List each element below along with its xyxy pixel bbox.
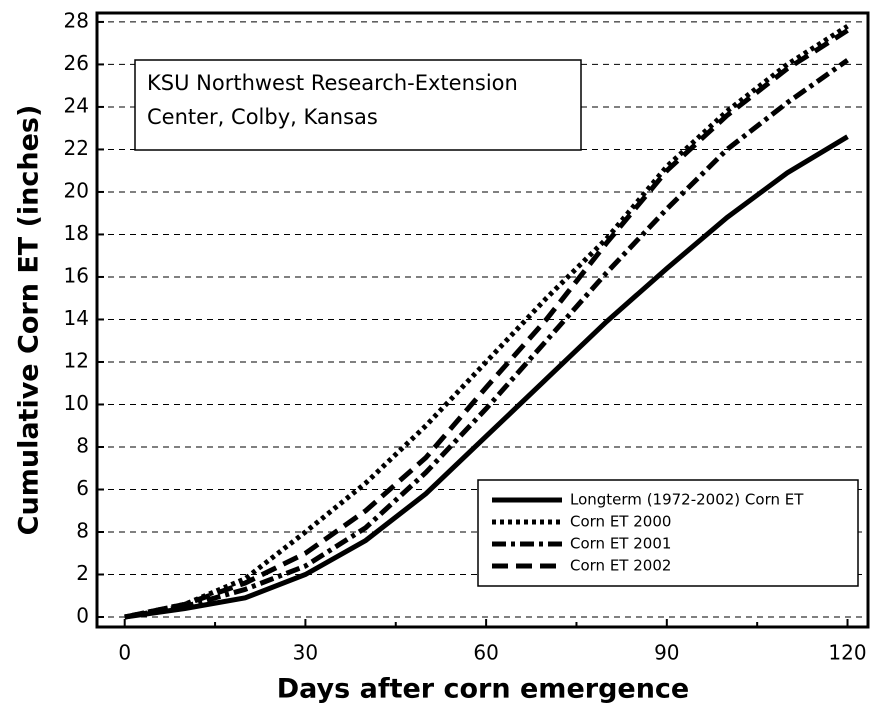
y-tick-label: 8: [76, 433, 89, 457]
legend-label: Corn ET 2000: [570, 513, 671, 531]
y-tick-label: 28: [64, 8, 89, 32]
y-tick-label: 2: [76, 561, 89, 585]
annotation-box: [134, 59, 582, 151]
plot-frame: [95, 11, 870, 629]
annotation-text: Center, Colby, Kansas: [147, 105, 378, 129]
legend: Longterm (1972-2002) Corn ET Corn ET 2000…: [477, 479, 859, 587]
series-line: [124, 58, 849, 620]
y-tick-label: 0: [76, 604, 89, 628]
y-tick-label: 16: [64, 263, 89, 287]
x-tick-label: 120: [828, 641, 866, 665]
y-axis-title: Cumulative Corn ET (inches): [14, 105, 45, 536]
y-tick-label: 22: [64, 136, 89, 160]
x-tick-label: 90: [654, 641, 679, 665]
series-line: [124, 134, 849, 620]
y-tick-label: 14: [64, 306, 89, 330]
x-tick-label: 0: [118, 641, 131, 665]
annotation: KSU Northwest Research-Extension Center, …: [134, 59, 582, 151]
y-tick-label: 12: [64, 348, 89, 372]
legend-label: Corn ET 2002: [570, 557, 671, 575]
x-axis-title: Days after corn emergence: [277, 674, 690, 705]
y-tick-label: 20: [64, 178, 89, 202]
y-tick-label: 6: [76, 476, 89, 500]
y-tick-label: 18: [64, 221, 89, 245]
legend-label: Longterm (1972-2002) Corn ET: [570, 491, 804, 509]
legend-label: Corn ET 2001: [570, 535, 671, 553]
x-tick-label: 30: [293, 641, 318, 665]
series-line: [124, 28, 849, 620]
y-tick-label: 26: [64, 51, 89, 75]
annotation-text: KSU Northwest Research-Extension: [147, 71, 518, 95]
y-tick-label: 8: [76, 518, 89, 542]
x-tick-label: 60: [473, 641, 498, 665]
y-tick-label: 24: [64, 93, 89, 117]
series-line: [124, 24, 849, 620]
y-tick-label: 10: [64, 391, 89, 415]
